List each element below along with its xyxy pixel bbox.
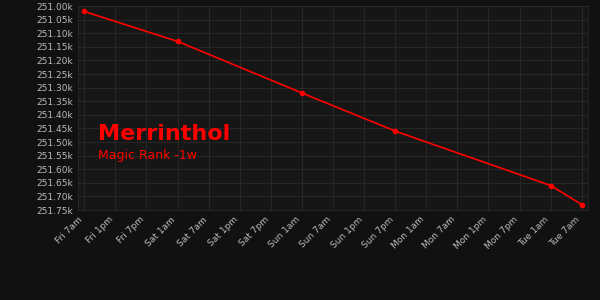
Text: Magic Rank -1w: Magic Rank -1w (98, 149, 197, 162)
Text: Merrinthol: Merrinthol (98, 124, 230, 144)
